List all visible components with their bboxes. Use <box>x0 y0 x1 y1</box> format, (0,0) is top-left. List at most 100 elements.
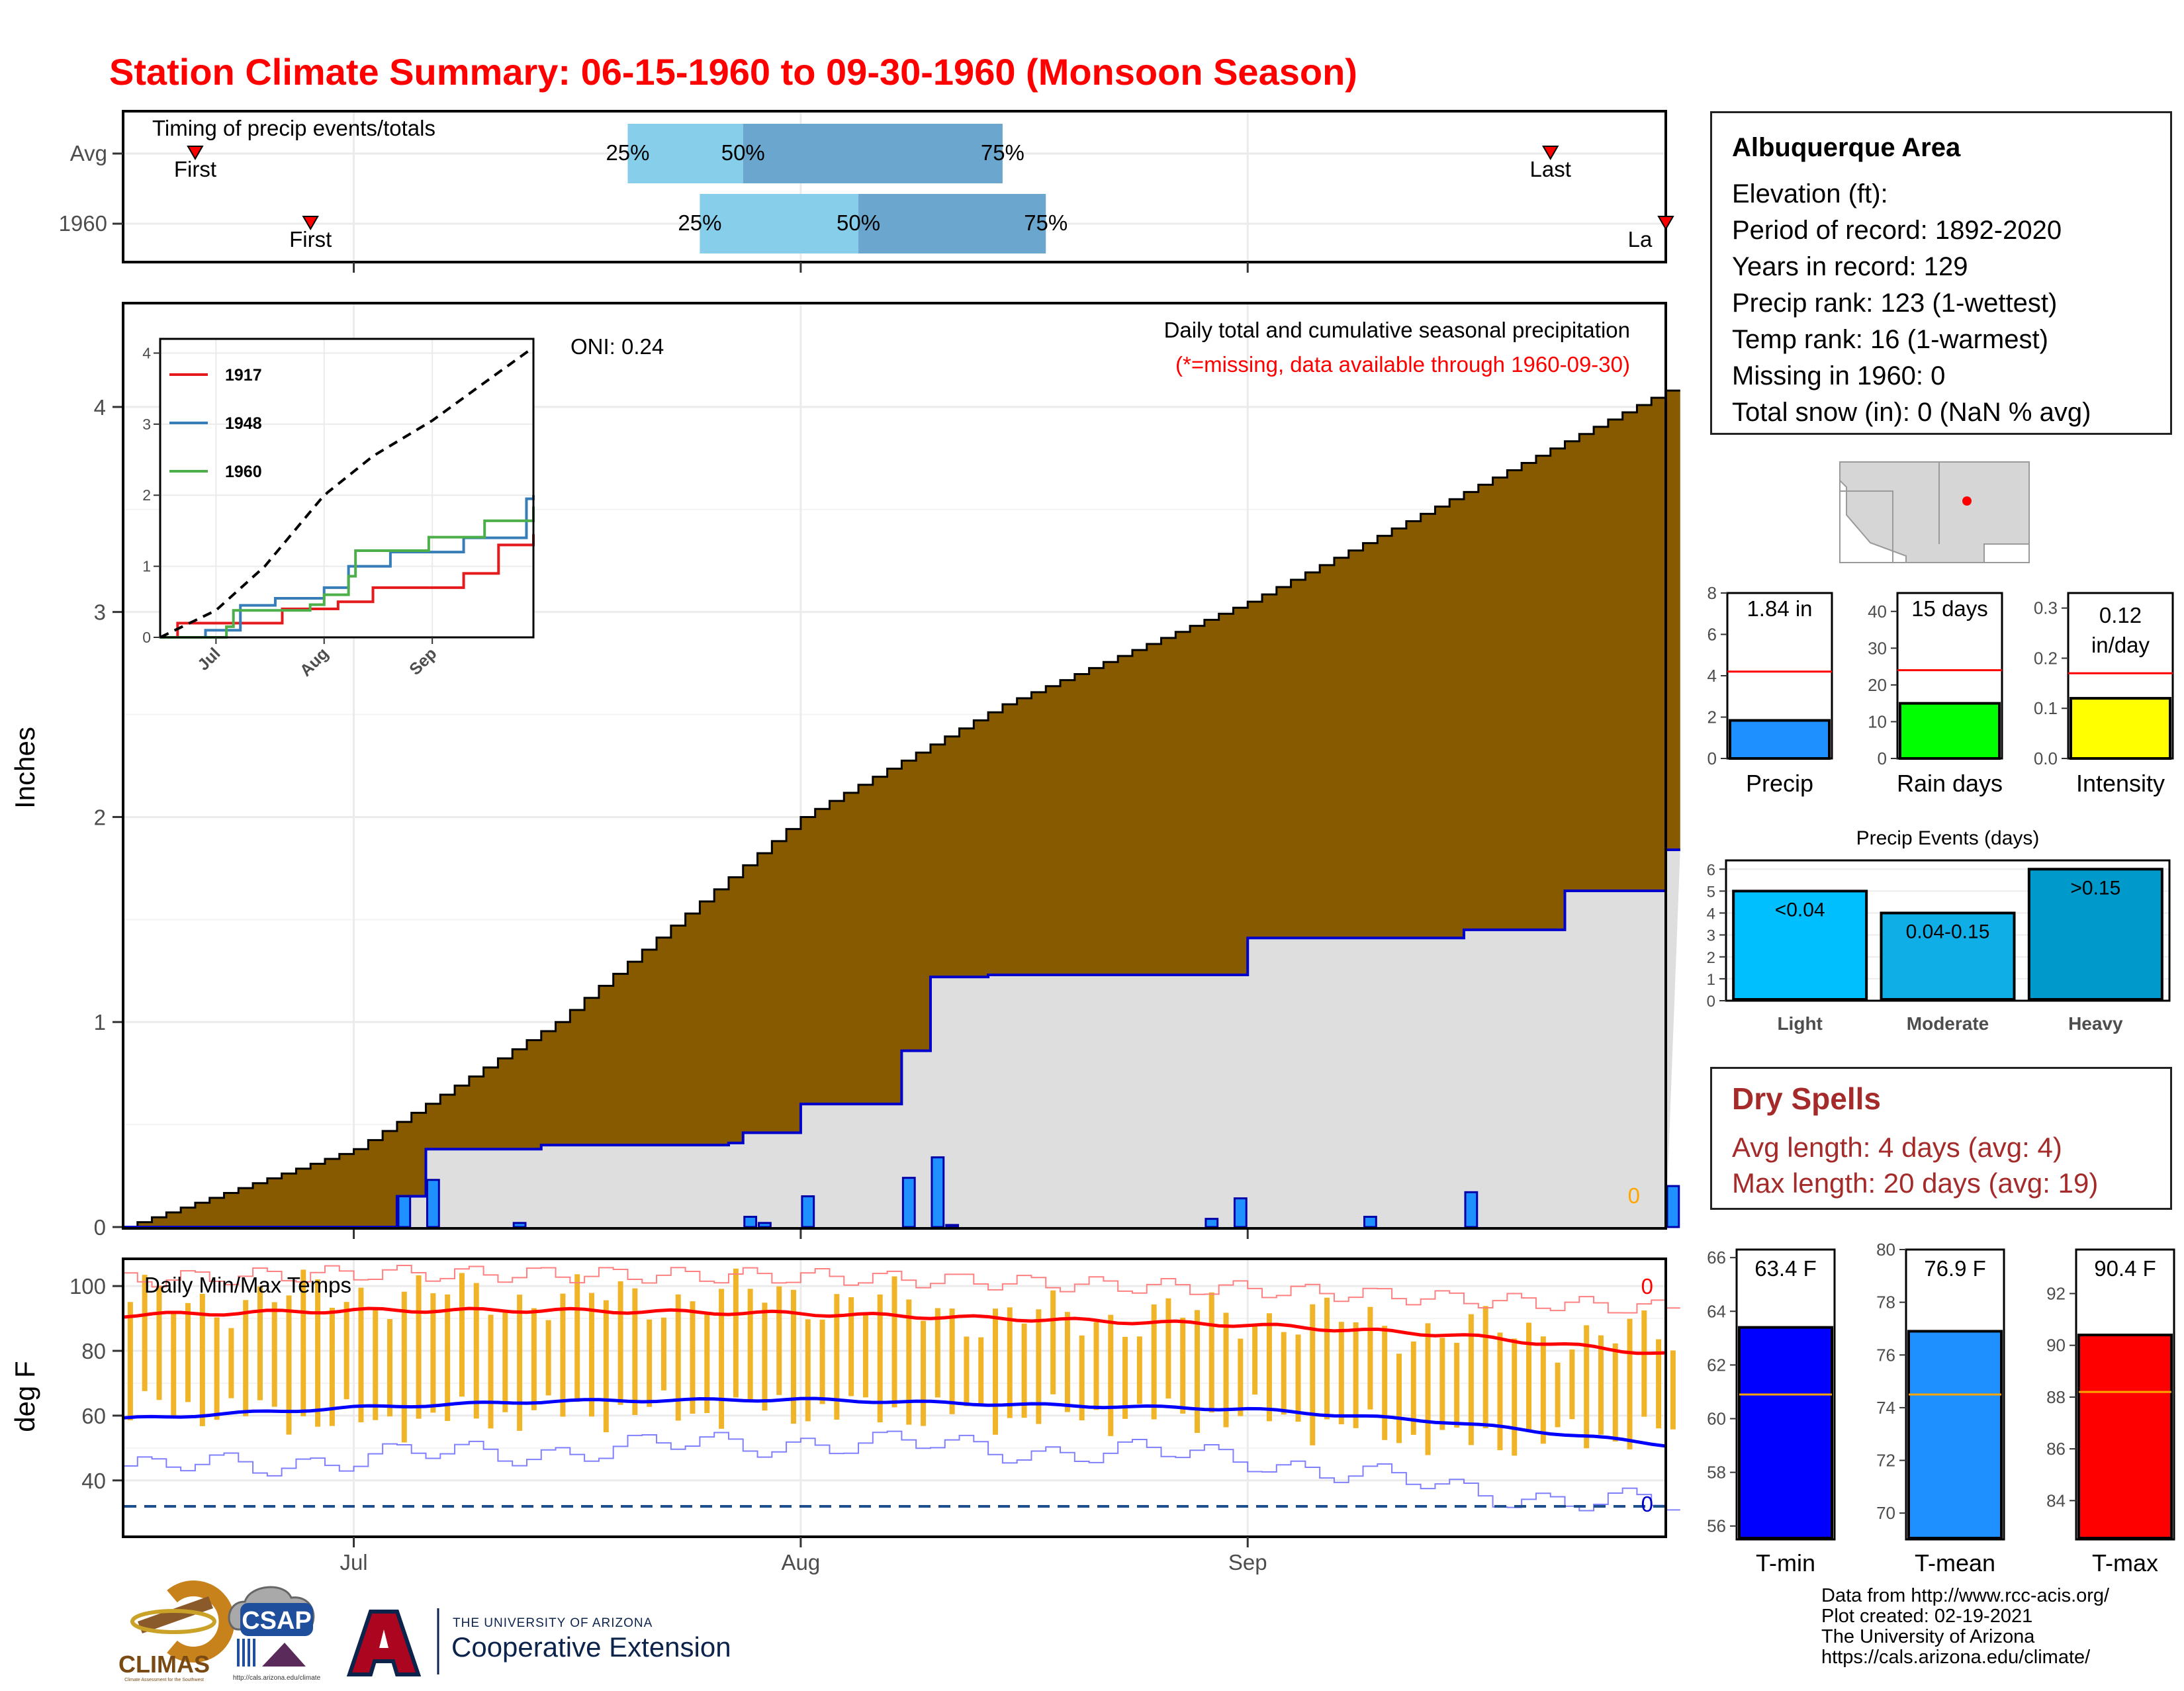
timing-row-label: 1960 <box>59 211 107 236</box>
daily-temp-range-bar <box>1670 1350 1676 1430</box>
temp-summary-y-tick-label: 78 <box>1876 1293 1895 1312</box>
temp-summary-y-tick-label: 56 <box>1707 1516 1726 1536</box>
station-temp-rank: Temp rank: 16 (1-warmest) <box>1732 325 2048 354</box>
daily-temp-range-bar <box>502 1312 508 1412</box>
daily-temp-range-bar <box>617 1281 623 1405</box>
temp-summary-bar-T-min <box>1738 1326 1833 1539</box>
daily-precip-bar <box>743 1216 758 1228</box>
temp-summary-y-tick-label: 92 <box>2046 1283 2066 1303</box>
timing-bar-50-75 <box>743 124 1003 183</box>
daily-temp-range-bar <box>1180 1317 1186 1414</box>
temp-y-tick-label: 40 <box>81 1469 106 1493</box>
temp-summary-y-tick-label: 70 <box>1876 1503 1895 1523</box>
average-cumulative-area <box>123 390 1680 1227</box>
precip-events-y-tick-label: 4 <box>1707 905 1715 923</box>
daily-temp-range-bar <box>877 1294 883 1423</box>
temp-summary-y-tick-label: 80 <box>1876 1240 1895 1259</box>
daily-precip-bar <box>801 1195 815 1228</box>
summary-bar-Intensity <box>2070 697 2171 760</box>
daily-temp-range-bar <box>1136 1336 1142 1404</box>
daily-temp-range-bar <box>387 1319 393 1417</box>
precip-y-tick-label: 4 <box>94 395 106 420</box>
csap-logo: CSAP http://cals.arizona.edu/climate <box>228 1586 321 1682</box>
temperature-y-axis-label: deg F <box>9 1361 40 1432</box>
daily-temp-range-bar <box>445 1294 451 1421</box>
daily-temp-range-bar <box>430 1293 436 1413</box>
station-location-map <box>1839 461 2030 563</box>
timing-last-marker <box>1541 146 1559 160</box>
daily-temp-range-bar <box>517 1295 523 1431</box>
dry-spells-avg-length: Avg length: 4 days (avg: 4) <box>1732 1132 2062 1163</box>
temp-summary-bar-label: T-max <box>2092 1549 2158 1577</box>
timing-row-label: Avg <box>70 141 107 165</box>
temp-summary-y-tick-label: 58 <box>1707 1463 1726 1483</box>
daily-temp-range-bar <box>185 1303 191 1402</box>
inset-y-tick-label: 4 <box>142 344 151 361</box>
daily-temp-range-bar <box>1324 1297 1330 1420</box>
daily-temp-range-bar <box>747 1289 753 1402</box>
daily-temp-range-bar <box>1050 1290 1056 1394</box>
timing-first-label: First <box>174 157 216 181</box>
daily-temp-range-bar <box>891 1276 897 1408</box>
daily-temp-range-bar <box>1497 1332 1503 1451</box>
summary-y-tick-label: 0 <box>1878 749 1887 768</box>
daily-temp-range-bar <box>934 1308 940 1398</box>
precip-events-frame <box>1725 859 2171 1002</box>
inset-legend-label-1917: 1917 <box>225 366 262 385</box>
precip-events-y-tick-label: 2 <box>1707 949 1715 967</box>
precip-event-bar-text: <0.04 <box>1775 899 1825 921</box>
precip-y-tick-label: 2 <box>94 805 106 829</box>
daily-temp-range-bar <box>156 1285 162 1400</box>
daily-precip-bar <box>512 1222 527 1228</box>
daily-temp-range-bar <box>1064 1312 1070 1412</box>
station-elevation: Elevation (ft): <box>1732 179 1888 208</box>
station-info-box: Albuquerque Area Elevation (ft): Period … <box>1710 111 2172 435</box>
temp-y-tick-label: 80 <box>81 1339 106 1363</box>
inset-legend-label-1948: 1948 <box>225 414 262 433</box>
temperature-panel-frame <box>122 1257 1667 1538</box>
temp-summary-y-tick-label: 86 <box>2046 1439 2066 1459</box>
daily-temp-range-bar <box>1208 1292 1214 1413</box>
temp-y-tick-label: 100 <box>69 1274 106 1299</box>
daily-temp-range-bar <box>1238 1338 1244 1416</box>
daily-temp-range-bar <box>776 1286 782 1395</box>
station-name: Albuquerque Area <box>1732 133 1961 162</box>
summary-y-tick-label: 4 <box>1707 666 1717 686</box>
temp-summary-y-tick-label: 64 <box>1707 1301 1726 1321</box>
x-axis-month-label: Sep <box>1228 1550 1267 1575</box>
inset-y-tick-label: 0 <box>142 629 151 646</box>
station-location-dot <box>1962 496 1972 506</box>
daily-temp-range-bar <box>603 1300 609 1433</box>
precip-event-category-label: Light <box>1777 1013 1822 1034</box>
precip-event-category-label: Moderate <box>1907 1013 1989 1034</box>
precip-missing-count: 0 <box>1628 1183 1640 1208</box>
station-years-in-record: Years in record: 129 <box>1732 252 1968 281</box>
summary-y-tick-label: 6 <box>1707 625 1717 645</box>
precip-events-y-tick-label: 3 <box>1707 927 1715 945</box>
page-title: Station Climate Summary: 06-15-1960 to 0… <box>109 51 1357 93</box>
precip-y-tick-label: 3 <box>94 600 106 625</box>
summary-bar-label: Intensity <box>2076 770 2165 797</box>
inset-legend-label-1960: 1960 <box>225 463 262 481</box>
summary-y-tick-label: 0.3 <box>2034 598 2058 618</box>
summary-value-text: 1.84 in <box>1747 596 1812 621</box>
precip-panel-subtitle: Daily total and cumulative seasonal prec… <box>1164 318 1630 342</box>
daily-temp-range-bar <box>704 1313 710 1414</box>
daily-precip-bar <box>1205 1218 1219 1228</box>
precip-y-axis-label: Inches <box>9 727 40 809</box>
daily-temp-range-bar <box>1382 1326 1388 1440</box>
daily-temp-range-bar <box>675 1294 681 1421</box>
daily-precip-bar <box>1363 1216 1377 1228</box>
summary-y-tick-label: 20 <box>1868 675 1887 695</box>
precip-event-bar-text: >0.15 <box>2070 877 2120 899</box>
summary-value-text: 15 days <box>1911 596 1988 621</box>
daily-temp-range-bar <box>690 1301 696 1414</box>
precip-events-title: Precip Events (days) <box>1856 827 2040 849</box>
x-axis-month-label: Aug <box>782 1550 821 1575</box>
inset-y-tick-label: 1 <box>142 558 151 575</box>
daily-temp-range-bar <box>660 1317 666 1391</box>
record-min-temp-line <box>123 1430 1680 1512</box>
daily-temp-range-bar <box>1584 1325 1590 1449</box>
